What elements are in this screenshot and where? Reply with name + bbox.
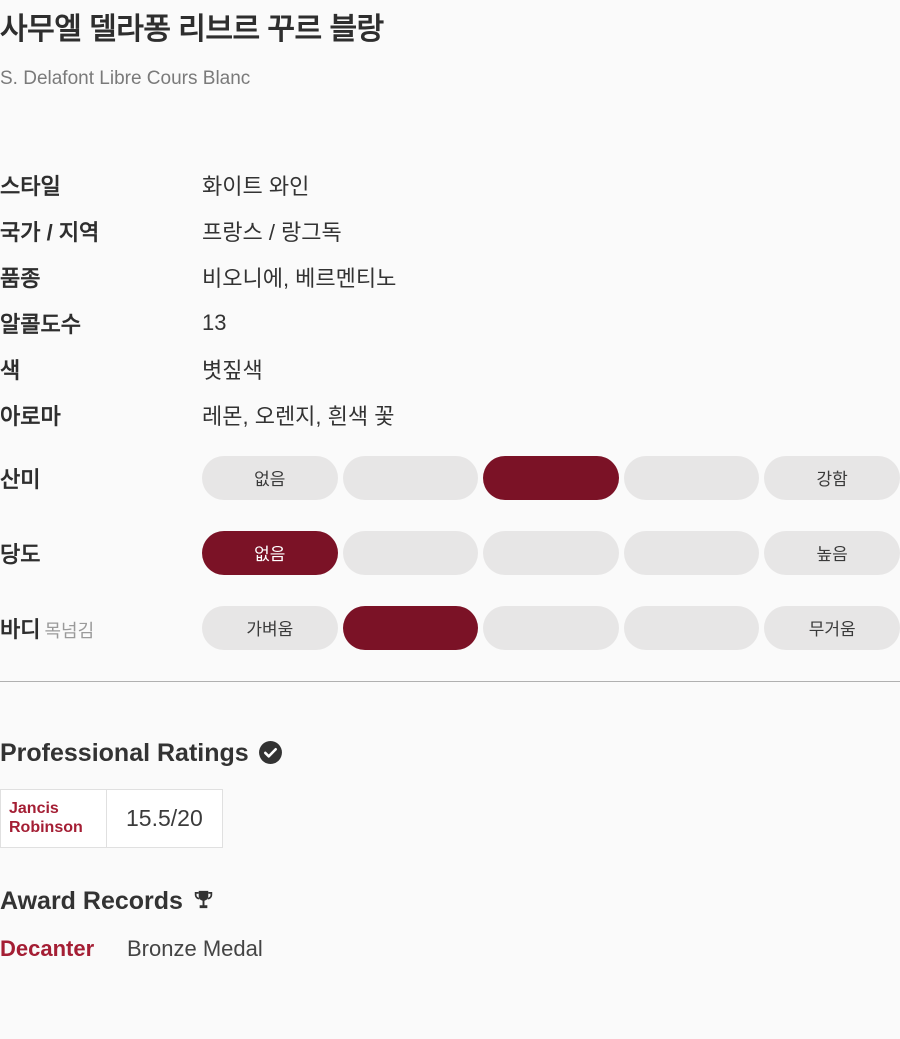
awards-heading: Award Records: [0, 886, 900, 916]
spec-row: 알콜도수 13: [0, 300, 900, 346]
scale-pill-4: [623, 530, 760, 575]
scale-pill-1: 없음: [202, 530, 338, 575]
award-name: Bronze Medal: [127, 935, 263, 961]
spec-value: 프랑스 / 랑그독: [202, 219, 342, 245]
rating-source-link[interactable]: Jancis Robinson: [0, 788, 107, 848]
spec-row: 스타일 화이트 와인: [0, 162, 900, 208]
award-source-link[interactable]: Decanter: [0, 935, 95, 961]
scale-track: 없음 강함: [202, 455, 900, 500]
taste-scales: 산미 없음 강함 당도 없음 높음 바디 목넘김 가벼움 무거움: [0, 455, 900, 650]
scale-pill-5: 강함: [764, 455, 900, 500]
page-title: 사무엘 델라퐁 리브르 꾸르 블랑: [0, 13, 384, 46]
spec-value: 13: [202, 309, 227, 335]
check-circle-icon: [258, 740, 283, 765]
scale-pill-3: [483, 605, 619, 650]
scale-label: 바디: [0, 616, 41, 642]
spec-row: 색 볏짚색: [0, 346, 900, 392]
awards-heading-label: Award Records: [0, 886, 183, 915]
scale-row: 바디 목넘김 가벼움 무거움: [0, 605, 900, 650]
scale-pill-2: [342, 455, 479, 500]
spec-value: 볏짚색: [202, 357, 263, 383]
awards-list: Decanter Bronze Medal: [0, 936, 900, 962]
rating-item: Jancis Robinson 15.5/20: [0, 788, 223, 848]
scale-pill-3: [483, 455, 619, 500]
award-item: Decanter Bronze Medal: [0, 936, 900, 962]
wine-detail-page: 사무엘 델라퐁 리브르 꾸르 블랑 S. Delafont Libre Cour…: [0, 12, 900, 1039]
spec-value: 비오니에, 베르멘티노: [202, 265, 397, 291]
spec-label: 스타일: [0, 173, 61, 199]
spec-value: 화이트 와인: [202, 173, 310, 199]
scale-pill-4: [623, 455, 760, 500]
ratings-list: Jancis Robinson 15.5/20: [0, 768, 900, 848]
scale-pill-4: [623, 605, 760, 650]
spec-row: 국가 / 지역 프랑스 / 랑그독: [0, 208, 900, 254]
spec-label: 색: [0, 357, 21, 383]
spec-value: 레몬, 오렌지, 흰색 꽃: [202, 403, 395, 429]
scale-label-block: 바디 목넘김: [0, 612, 202, 644]
ratings-heading: Professional Ratings: [0, 738, 900, 768]
scale-track: 없음 높음: [202, 530, 900, 575]
rating-score: 15.5/20: [106, 788, 223, 848]
scale-pill-1: 가벼움: [202, 605, 338, 650]
scale-pill-1: 없음: [202, 455, 338, 500]
section-divider: [0, 680, 900, 682]
spec-label: 국가 / 지역: [0, 219, 100, 245]
scale-label-block: 당도: [0, 537, 202, 569]
spec-row: 아로마 레몬, 오렌지, 흰색 꽃: [0, 392, 900, 438]
scale-pill-2: [342, 605, 479, 650]
spec-label: 품종: [0, 265, 41, 291]
scale-pill-5: 높음: [764, 530, 900, 575]
scale-track: 가벼움 무거움: [202, 605, 900, 650]
scale-row: 당도 없음 높음: [0, 530, 900, 575]
spec-label: 알콜도수: [0, 311, 81, 337]
scale-sublabel: 목넘김: [44, 620, 95, 641]
page-subtitle: S. Delafont Libre Cours Blanc: [0, 68, 251, 90]
spec-row: 품종 비오니에, 베르멘티노: [0, 254, 900, 300]
scale-row: 산미 없음 강함: [0, 455, 900, 500]
trophy-icon: [192, 889, 215, 912]
scale-label: 산미: [0, 466, 41, 492]
scale-pill-5: 무거움: [764, 605, 900, 650]
scale-label: 당도: [0, 541, 41, 567]
spec-label: 아로마: [0, 403, 61, 429]
scale-label-block: 산미: [0, 462, 202, 494]
ratings-heading-label: Professional Ratings: [0, 738, 249, 767]
scale-pill-2: [342, 530, 479, 575]
scale-pill-3: [483, 530, 619, 575]
